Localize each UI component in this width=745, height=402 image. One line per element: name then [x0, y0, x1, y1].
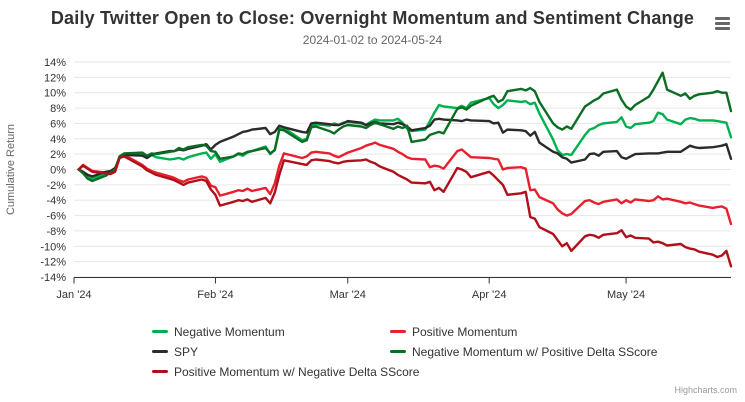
legend-item-positive-momentum-w-negative-delta-sscore[interactable]: Positive Momentum w/ Negative Delta SSco…: [152, 364, 419, 379]
y-tick-label: 6%: [50, 118, 66, 130]
legend-marker-icon: [390, 350, 406, 353]
x-tick-label: May '24: [607, 289, 645, 301]
legend-label: Positive Momentum: [412, 324, 518, 339]
legend-label: Positive Momentum w/ Negative Delta SSco…: [174, 364, 420, 379]
y-tick-label: -2%: [46, 180, 66, 192]
y-tick-label: 10%: [44, 88, 66, 100]
y-tick-label: 8%: [50, 103, 66, 115]
series-line-negative-momentum-w-positive-delta-sscore[interactable]: [77, 71, 733, 183]
legend-item-positive-momentum[interactable]: Positive Momentum: [390, 324, 720, 339]
y-tick-label: -4%: [46, 195, 66, 207]
legend-marker-icon: [152, 350, 168, 353]
chart-title: Daily Twitter Open to Close: Overnight M…: [50, 8, 695, 28]
legend-label: SPY: [174, 344, 199, 359]
series-line-positive-momentum[interactable]: [77, 141, 733, 226]
y-tick-label: 14%: [44, 57, 66, 69]
y-axis-title: Cumulative Return: [5, 124, 17, 215]
y-tick-label: 12%: [44, 72, 66, 84]
series-line-positive-momentum-w-negative-delta-sscore[interactable]: [77, 155, 733, 268]
x-tick-label: Feb '24: [197, 289, 233, 301]
y-tick-label: 4%: [50, 134, 66, 146]
x-tick-label: Jan '24: [56, 289, 91, 301]
y-tick-label: -6%: [46, 211, 66, 223]
legend-item-negative-momentum-w-positive-delta-sscore[interactable]: Negative Momentum w/ Positive Delta SSco…: [390, 344, 720, 359]
legend-label: Negative Momentum: [174, 324, 285, 339]
chart-context-menu-button[interactable]: [709, 12, 735, 34]
y-tick-label: -10%: [40, 241, 66, 253]
hamburger-menu-icon: [711, 16, 733, 30]
chart-subtitle: 2024-01-02 to 2024-05-24: [302, 33, 443, 47]
y-tick-label: 2%: [50, 149, 66, 161]
legend: Negative Momentum Positive Momentum SPY Neg…: [152, 324, 732, 379]
y-tick-label: -14%: [40, 272, 66, 284]
highcharts-credit[interactable]: Highcharts.com: [674, 385, 737, 395]
legend-item-spy[interactable]: SPY: [152, 344, 390, 359]
legend-marker-icon: [152, 370, 168, 373]
legend-marker-icon: [390, 330, 406, 333]
x-tick-label: Apr '24: [472, 289, 507, 301]
y-tick-label: -12%: [40, 257, 66, 269]
legend-item-negative-momentum[interactable]: Negative Momentum: [152, 324, 390, 339]
y-tick-label: 0%: [50, 165, 66, 177]
legend-marker-icon: [152, 330, 168, 333]
x-tick-label: Mar '24: [330, 289, 366, 301]
y-tick-label: -8%: [46, 226, 66, 238]
legend-label: Negative Momentum w/ Positive Delta SSco…: [412, 344, 658, 359]
plot-area: -14% -12% -10% -8% -6% -4% -2% 0% 2% 4% 6% 8% 10% 12%…: [5, 57, 733, 301]
